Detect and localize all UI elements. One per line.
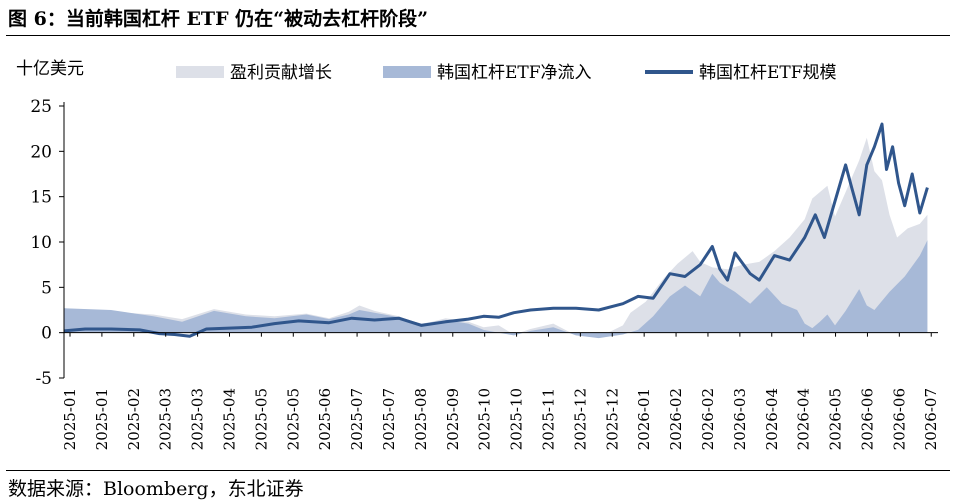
legend-swatch-inflow <box>383 66 431 78</box>
x-tick-label: 2025-06 <box>316 388 334 450</box>
x-tick-label: 2025-07 <box>380 388 398 450</box>
legend-swatch-gain <box>176 66 224 78</box>
y-tick-label: 10 <box>30 233 52 253</box>
x-tick-label: 2025-01 <box>93 388 111 450</box>
x-tick-label: 2025-04 <box>221 388 239 450</box>
title-rule <box>6 35 950 36</box>
x-tick-label: 2025-03 <box>189 388 207 450</box>
x-tick-label: 2025-01 <box>61 388 79 450</box>
y-tick-label: 25 <box>30 97 52 117</box>
y-tick-label: 15 <box>30 188 52 208</box>
x-tick-label: 2025-03 <box>157 388 175 450</box>
source-note: 数据来源：Bloomberg，东北证券 <box>8 478 304 500</box>
x-tick-label: 2025-11 <box>540 388 558 450</box>
x-tick-label: 2026-07 <box>922 388 940 450</box>
x-tick-label: 2025-07 <box>348 388 366 450</box>
x-tick-label: 2025-12 <box>571 388 589 450</box>
x-tick-label: 2026-02 <box>667 388 685 450</box>
x-tick-label: 2026-04 <box>795 388 813 450</box>
plot-area: -5 0 5 10 15 20 25 2025-01 2025-01 2025-02 2025-03… <box>30 97 940 450</box>
x-tick-label: 2025-12 <box>603 388 621 450</box>
y-tick-label: 0 <box>41 324 52 344</box>
x-tick-label: 2026-06 <box>858 388 876 450</box>
x-tick-label: 2026-05 <box>827 388 845 450</box>
inflow-area <box>64 240 928 339</box>
y-tick-label: -5 <box>35 369 52 389</box>
x-tick-label: 2025-09 <box>444 388 462 450</box>
legend: 盈利贡献增长 韩国杠杆ETF净流入 韩国杠杆ETF规模 <box>176 63 837 83</box>
x-tick-label: 2026-02 <box>699 388 717 450</box>
x-tick-label: 2026-01 <box>635 388 653 450</box>
figure-title: 图 6：当前韩国杠杆 ETF 仍在“被动去杠杆阶段” <box>8 8 429 30</box>
x-tick-label: 2026-04 <box>763 388 781 450</box>
x-tick-label: 2025-05 <box>252 388 270 450</box>
gain-area <box>64 137 928 338</box>
unit-label: 十亿美元 <box>16 59 84 79</box>
x-tick-label: 2026-06 <box>890 388 908 450</box>
x-tick-label: 2025-08 <box>412 388 430 450</box>
legend-label-aum: 韩国杠杆ETF规模 <box>699 63 837 83</box>
y-tick-label: 5 <box>41 278 52 298</box>
x-tick-label: 2025-10 <box>476 388 494 450</box>
aum-line <box>63 122 929 338</box>
legend-label-inflow: 韩国杠杆ETF净流入 <box>437 63 592 83</box>
x-tick-label: 2025-02 <box>125 388 143 450</box>
legend-label-gain: 盈利贡献增长 <box>230 63 332 83</box>
footer-rule <box>6 470 950 471</box>
x-tick-label: 2026-03 <box>731 388 749 450</box>
x-tick-label: 2025-05 <box>284 388 302 450</box>
y-tick-label: 20 <box>30 142 52 162</box>
etf-chart: 十亿美元 盈利贡献增长 韩国杠杆ETF净流入 韩国杠杆ETF规模 -5 0 5 10 1… <box>16 59 940 450</box>
x-tick-label: 2025-10 <box>508 388 526 450</box>
